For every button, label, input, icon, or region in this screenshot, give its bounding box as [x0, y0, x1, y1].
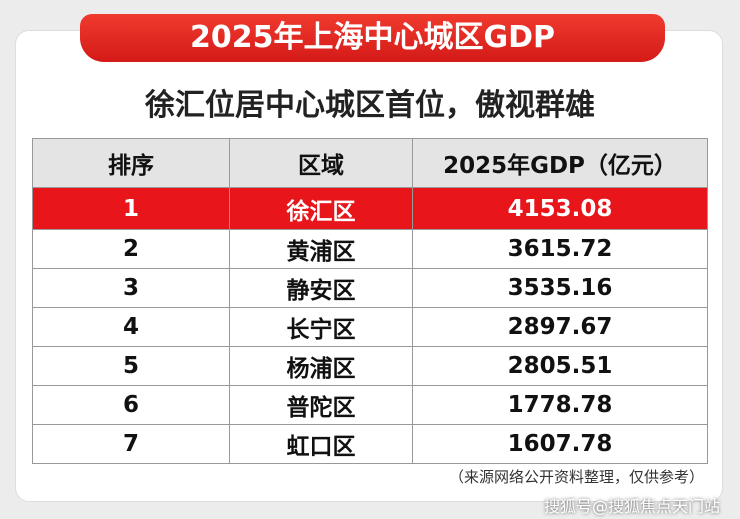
table-cell: 1778.78: [412, 385, 708, 425]
source-note: （来源网络公开资料整理，仅供参考）: [448, 468, 704, 486]
table-cell: 2897.67: [412, 307, 708, 347]
table-cell: 普陀区: [229, 385, 413, 425]
table-cell: 2805.51: [412, 346, 708, 386]
watermark: 搜狐号@搜狐焦点天门站: [543, 497, 720, 516]
table-cell: 静安区: [229, 268, 413, 308]
table-cell: 4153.08: [412, 187, 708, 230]
column-header: 2025年GDP（亿元）: [412, 138, 708, 188]
table-row: 7 虹口区 1607.78: [32, 424, 708, 464]
table-cell: 2: [32, 229, 230, 269]
table-cell: 3: [32, 268, 230, 308]
table-cell: 6: [32, 385, 230, 425]
table-cell: 黄浦区: [229, 229, 413, 269]
table-cell: 虹口区: [229, 424, 413, 464]
title-banner: 2025年上海中心城区GDP: [80, 14, 665, 62]
table-row: 5 杨浦区 2805.51: [32, 346, 708, 386]
table-cell: 3535.16: [412, 268, 708, 308]
table-cell: 4: [32, 307, 230, 347]
table-cell: 5: [32, 346, 230, 386]
header-row: 排序 区域 2025年GDP（亿元）: [32, 138, 708, 188]
table-row: 4 长宁区 2897.67: [32, 307, 708, 347]
table-cell: 杨浦区: [229, 346, 413, 386]
table-cell: 7: [32, 424, 230, 464]
table-row: 1 徐汇区 4153.08: [32, 187, 708, 230]
table-row: 2 黄浦区 3615.72: [32, 229, 708, 269]
gdp-table: 排序 区域 2025年GDP（亿元） 1 徐汇区 4153.08 2 黄浦区 3615.7…: [32, 138, 708, 464]
column-header: 排序: [32, 138, 230, 188]
table-cell: 3615.72: [412, 229, 708, 269]
table-cell: 长宁区: [229, 307, 413, 347]
column-header: 区域: [229, 138, 413, 188]
table-row: 6 普陀区 1778.78: [32, 385, 708, 425]
table-row: 3 静安区 3535.16: [32, 268, 708, 308]
table-cell: 1607.78: [412, 424, 708, 464]
table-cell: 1: [32, 187, 230, 230]
subtitle: 徐汇位居中心城区首位，傲视群雄: [145, 88, 595, 123]
table-cell: 徐汇区: [229, 187, 413, 230]
